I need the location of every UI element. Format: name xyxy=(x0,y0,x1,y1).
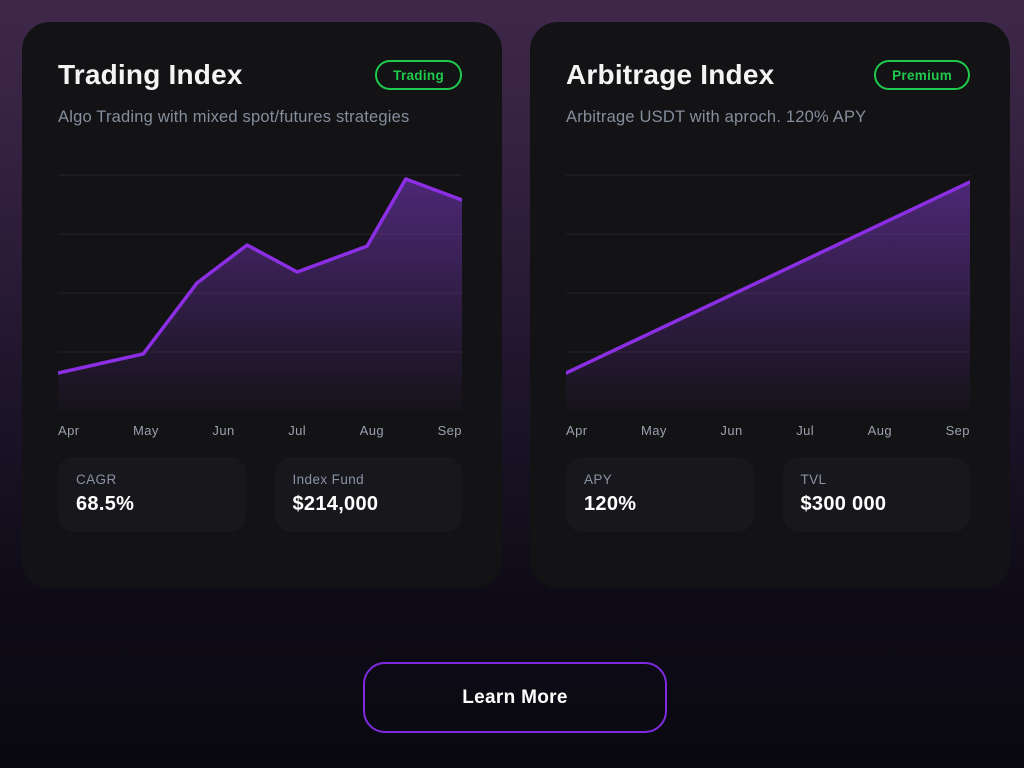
x-tick: May xyxy=(641,423,667,438)
stat-cagr: CAGR 68.5% xyxy=(58,457,246,532)
stat-index-fund: Index Fund $214,000 xyxy=(274,457,462,532)
card-title: Arbitrage Index xyxy=(566,59,775,90)
x-tick: Sep xyxy=(437,423,462,438)
stat-label: CAGR xyxy=(76,472,117,487)
arbitrage-area-chart xyxy=(566,138,970,411)
stat-value: $214,000 xyxy=(292,493,379,515)
x-tick: Jun xyxy=(212,423,235,438)
x-tick: Apr xyxy=(58,423,80,438)
learn-more-button[interactable]: Learn More xyxy=(363,662,667,733)
card-subtitle: Algo Trading with mixed spot/futures str… xyxy=(58,108,410,126)
trading-area-chart xyxy=(58,138,462,411)
stat-tvl: TVL $300 000 xyxy=(782,457,970,532)
x-tick: Jul xyxy=(288,423,307,438)
stat-value: 68.5% xyxy=(76,493,135,515)
stat-label: Index Fund xyxy=(292,472,365,487)
trading-index-card: Trading Index Trading Algo Trading with … xyxy=(22,22,502,588)
stat-label: TVL xyxy=(800,472,827,487)
card-subtitle: Arbitrage USDT with aproch. 120% APY xyxy=(566,108,867,126)
stat-label: APY xyxy=(584,472,613,487)
trading-chart-svg xyxy=(58,174,462,411)
premium-badge: Premium xyxy=(874,60,970,90)
arbitrage-stats-row: APY 120% TVL $300 000 xyxy=(566,457,970,532)
x-tick: Sep xyxy=(945,423,970,438)
x-tick: Jul xyxy=(796,423,815,438)
card-header: Arbitrage Index Premium xyxy=(566,58,970,92)
arbitrage-chart-svg xyxy=(566,174,970,411)
stat-value: 120% xyxy=(584,493,637,515)
trading-x-axis: Apr May Jun Jul Aug Sep xyxy=(58,423,462,438)
card-title: Trading Index xyxy=(58,59,243,90)
arbitrage-x-axis: Apr May Jun Jul Aug Sep xyxy=(566,423,970,438)
x-tick: Jun xyxy=(720,423,743,438)
trading-stats-row: CAGR 68.5% Index Fund $214,000 xyxy=(58,457,462,532)
stat-value: $300 000 xyxy=(800,493,887,515)
trading-badge: Trading xyxy=(375,60,462,90)
arbitrage-index-card: Arbitrage Index Premium Arbitrage USDT w… xyxy=(530,22,1010,588)
stat-apy: APY 120% xyxy=(566,457,754,532)
x-tick: Aug xyxy=(359,423,384,438)
x-tick: Aug xyxy=(867,423,892,438)
x-tick: Apr xyxy=(566,423,588,438)
x-tick: May xyxy=(133,423,159,438)
card-header: Trading Index Trading xyxy=(58,58,462,92)
